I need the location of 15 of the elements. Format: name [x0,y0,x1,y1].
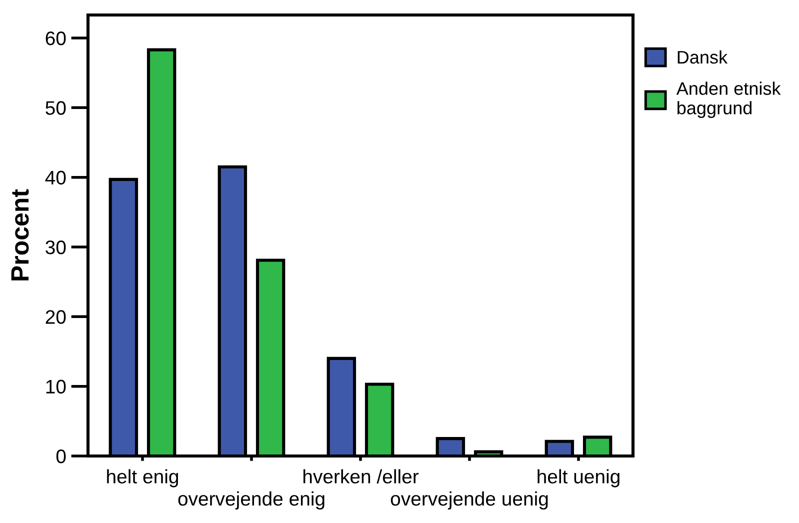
legend-label: Dansk [678,50,728,64]
legend-label: Anden etnisk baggrund [676,82,781,118]
y-tick-label: 20 [46,310,66,324]
x-tick-label: overvejende enig [178,491,324,510]
y-tick-label: 40 [45,170,66,185]
y-tick-label: 50 [46,101,66,115]
x-tick-label: helt uenig [538,469,620,488]
x-tick-label: hverken /eller [303,469,419,484]
y-tick-label: 60 [46,31,66,46]
x-tick-label: helt enig [107,469,178,488]
x-tick-label: overvejende uenig [390,491,548,510]
y-axis-title: Procent [11,189,29,280]
y-tick-label: 30 [46,240,66,254]
y-tick-label: 0 [56,449,66,464]
y-tick-label: 10 [46,380,66,394]
